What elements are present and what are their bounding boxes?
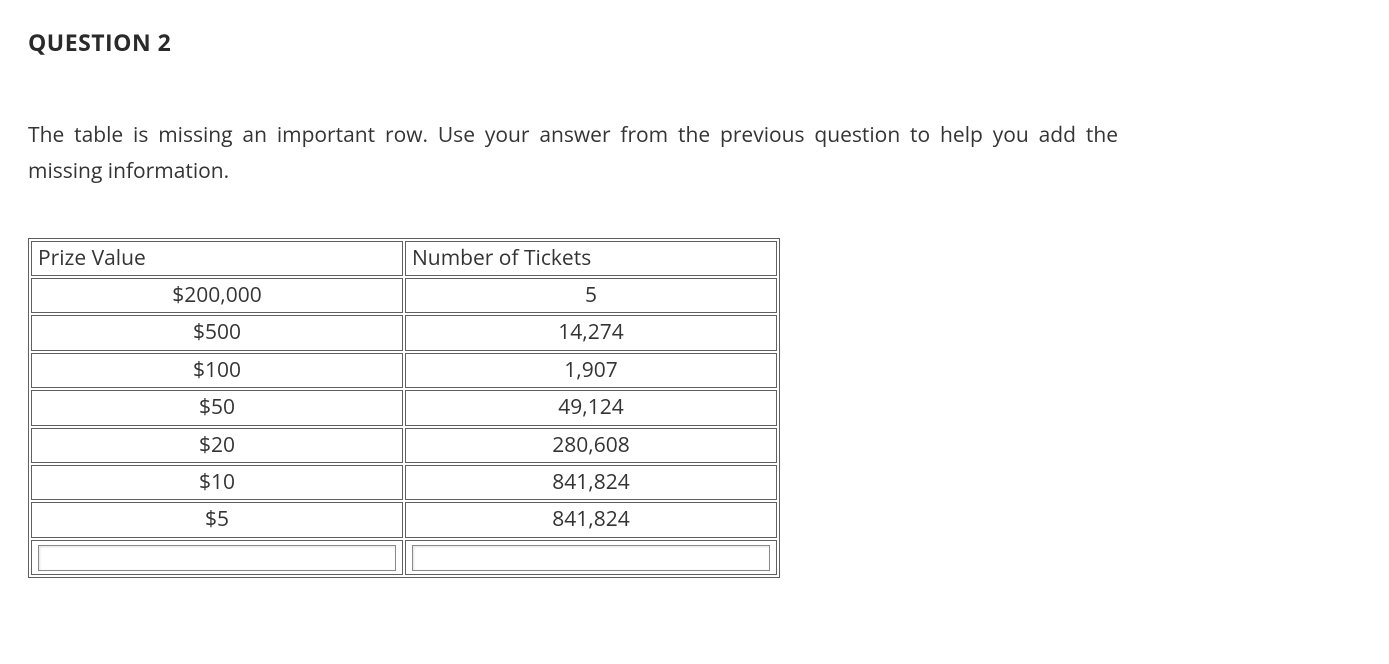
cell-num-tickets: 841,824 [405,465,777,500]
cell-prize-value: $20 [31,428,403,463]
table-row: $500 14,274 [31,315,777,350]
cell-num-tickets: 1,907 [405,353,777,388]
cell-num-tickets: 14,274 [405,315,777,350]
table-input-row [31,540,777,575]
table-row: $20 280,608 [31,428,777,463]
table-row: $100 1,907 [31,353,777,388]
cell-prize-value: $100 [31,353,403,388]
cell-num-tickets: 280,608 [405,428,777,463]
cell-num-tickets: 49,124 [405,390,777,425]
col-header-prize-value: Prize Value [31,241,403,276]
cell-prize-value: $500 [31,315,403,350]
num-tickets-input[interactable] [412,545,770,571]
table-row: $50 49,124 [31,390,777,425]
table-row: $5 841,824 [31,502,777,537]
cell-num-tickets: 841,824 [405,502,777,537]
cell-prize-value: $10 [31,465,403,500]
table-header-row: Prize Value Number of Tickets [31,241,777,276]
cell-input-prize-value [31,540,403,575]
cell-prize-value: $5 [31,502,403,537]
cell-prize-value: $50 [31,390,403,425]
cell-prize-value: $200,000 [31,278,403,313]
table-row: $200,000 5 [31,278,777,313]
question-prompt: The table is missing an important row. U… [28,118,1118,189]
cell-input-num-tickets [405,540,777,575]
prize-value-input[interactable] [38,545,396,571]
question-title: QUESTION 2 [28,26,1361,58]
table-row: $10 841,824 [31,465,777,500]
prize-table: Prize Value Number of Tickets $200,000 5… [28,238,780,579]
cell-num-tickets: 5 [405,278,777,313]
col-header-number-of-tickets: Number of Tickets [405,241,777,276]
